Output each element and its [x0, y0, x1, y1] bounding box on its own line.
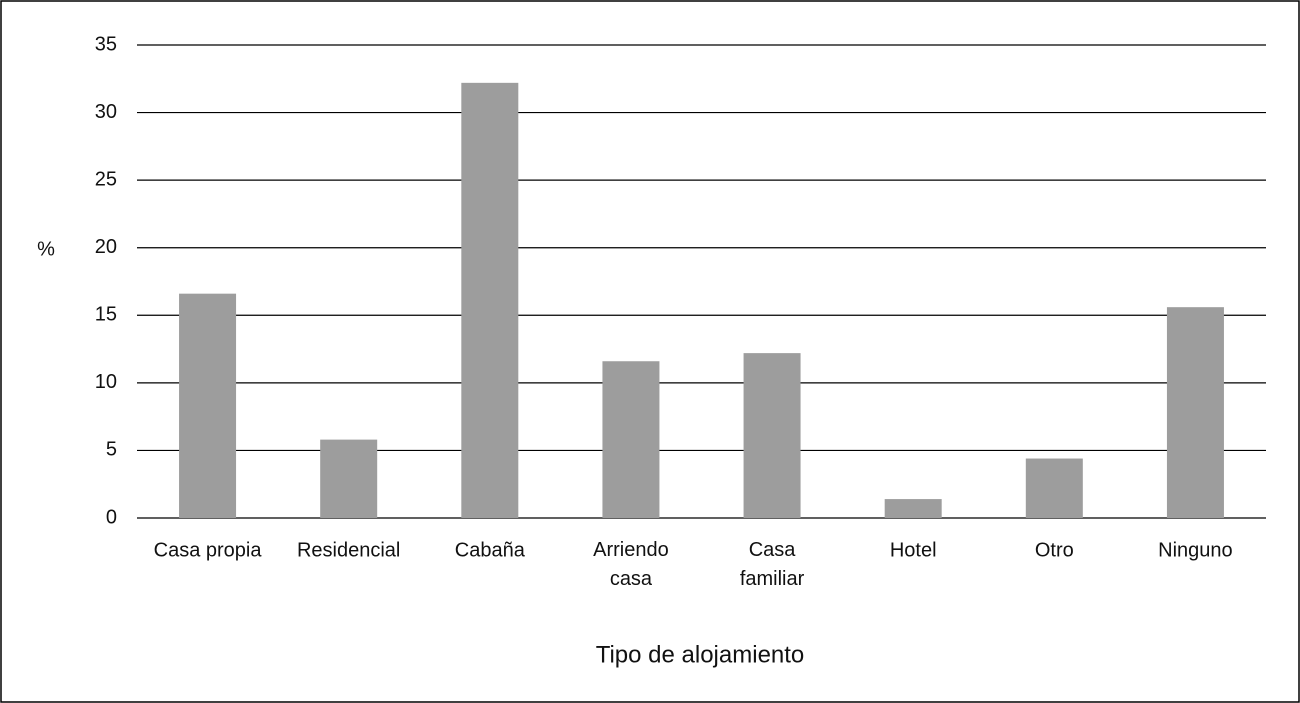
- bar: [884, 499, 942, 518]
- y-tick-label: 5: [106, 439, 117, 461]
- x-tick-label: Otro: [1035, 539, 1074, 561]
- y-tick-label: 15: [95, 304, 117, 326]
- x-axis-label: Tipo de alojamiento: [596, 641, 805, 668]
- bar: [1025, 458, 1083, 518]
- bar: [179, 293, 237, 518]
- y-tick-label: 25: [95, 168, 117, 190]
- x-tick-label: Hotel: [890, 539, 937, 561]
- y-tick-label: 30: [95, 101, 117, 123]
- y-axis-label: %: [37, 238, 55, 260]
- y-tick-label: 35: [95, 33, 117, 55]
- x-tick-label: Residencial: [297, 539, 400, 561]
- bar: [461, 82, 519, 518]
- x-tick-label: Cabaña: [455, 539, 526, 561]
- bar: [320, 439, 378, 518]
- x-tick-label: Casa propia: [154, 539, 263, 561]
- x-tick-label: Casa familiar: [740, 539, 805, 590]
- y-tick-label: 10: [95, 371, 117, 393]
- bar: [1166, 307, 1224, 518]
- bar: [743, 353, 801, 518]
- x-tick-label: Arriendo casa: [593, 539, 669, 590]
- y-tick-label: 20: [95, 236, 117, 258]
- y-tick-label: 0: [106, 506, 117, 528]
- bar: [602, 361, 660, 518]
- x-tick-label: Ninguno: [1158, 539, 1233, 561]
